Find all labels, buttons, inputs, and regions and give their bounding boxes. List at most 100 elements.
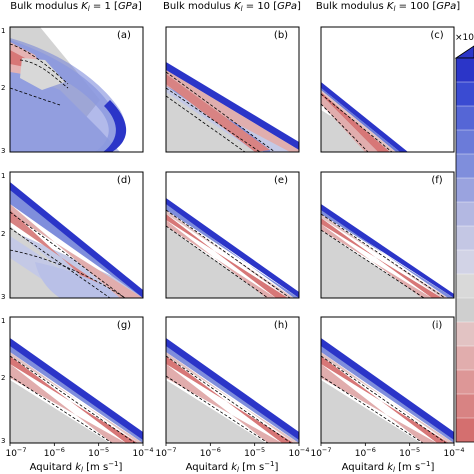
- panel-c: (c): [320, 26, 455, 153]
- colorbar-label: ×10: [455, 33, 474, 43]
- panel-c-contour-1: [321, 93, 393, 152]
- y-tick-row3-2: 2: [1, 374, 5, 382]
- y-tick-row3-1: 1: [1, 317, 5, 325]
- panel-c-region-deepblue-band: [321, 82, 408, 152]
- panel-i-contour-1: [321, 355, 447, 443]
- panel-d-label: (d): [117, 175, 131, 186]
- panel-c-frame: [320, 26, 455, 153]
- panel-d-region-deepblue-band: [10, 182, 143, 298]
- panel-h-contour-2: [166, 375, 269, 443]
- panel-a: (a): [9, 26, 144, 153]
- panel-a-frame: [9, 26, 144, 153]
- panel-e-label: (e): [274, 175, 288, 186]
- x-axis-label-3: Aquitard kl [m s−1]: [342, 460, 435, 474]
- panel-h-label: (h): [274, 320, 288, 331]
- panel-g-label: (g): [117, 320, 131, 331]
- colorbar-step: [456, 154, 474, 179]
- panel-a-label: (a): [117, 30, 131, 41]
- colorbar-step: [456, 298, 474, 323]
- x-tick-label: 10−7: [155, 446, 176, 459]
- x-tick-label: 10−4: [132, 446, 153, 459]
- panel-c-region-pink-band: [321, 90, 396, 152]
- x-tick-label: 10−4: [288, 446, 309, 459]
- panel-b-region-deepblue-band: [166, 62, 299, 150]
- x-tick-label: 10−6: [200, 446, 221, 459]
- y-axis-tick-labels: 1 2 3 1 2 3 1 2 3: [1, 27, 5, 445]
- x-tick-label: 10−4: [443, 446, 464, 459]
- colorbar-step: [456, 58, 474, 83]
- panel-h-frame: [165, 316, 300, 444]
- panel-d-contour-2: [10, 227, 111, 298]
- panel-b: (b): [165, 26, 300, 153]
- panel-e-region-deepblue-band: [166, 198, 299, 298]
- panel-e-contour-1: [166, 209, 291, 298]
- y-tick-row1-2: 2: [1, 84, 5, 92]
- x-axis-labels: Aquitard kl [m s−1] Aquitard kl [m s−1] …: [30, 460, 435, 474]
- column-title-1: Bulk modulus Kl = 1 [GPa]: [10, 1, 142, 13]
- column-title-2: Bulk modulus Kl = 10 [GPa]: [163, 1, 301, 13]
- panel-c-region-pink-lower: [321, 95, 378, 152]
- y-tick-row1-1: 1: [1, 27, 5, 35]
- panel-e-contour-2: [166, 225, 269, 298]
- panel-f-region-deepblue-band: [321, 204, 454, 298]
- panel-f: (f): [320, 171, 455, 299]
- panel-f-contour-2: [321, 229, 425, 298]
- x-tick-label: 10−5: [244, 446, 265, 459]
- colorbar-steps: [456, 58, 474, 442]
- panel-i-region-blue-band: [321, 346, 454, 443]
- panel-g-contour-2: [10, 375, 113, 443]
- colorbar-step: [456, 226, 474, 251]
- colorbar-step: [456, 106, 474, 131]
- colorbar: ×10: [454, 33, 474, 443]
- colorbar-step: [456, 82, 474, 107]
- colorbar-step: [456, 250, 474, 275]
- x-tick-label: 10−5: [88, 446, 109, 459]
- panel-c-contour-2: [321, 103, 369, 152]
- colorbar-step: [456, 274, 474, 299]
- panel-d-contour-3: [10, 249, 126, 298]
- panel-b-contour-1: [166, 71, 276, 152]
- panel-a-contour-1: [10, 43, 69, 85]
- colorbar-step: [456, 130, 474, 155]
- panel-h-region-blue-band: [166, 346, 299, 443]
- panel-a-region-grey-inner: [20, 58, 65, 90]
- panel-d: (d): [9, 171, 144, 299]
- y-tick-row1-3: 3: [1, 147, 5, 155]
- colorbar-step: [456, 178, 474, 203]
- panel-i-contour-2: [321, 375, 424, 443]
- panel-g-region-grey: [10, 380, 110, 443]
- panel-h: (h): [165, 316, 300, 444]
- panel-c-label: (c): [430, 30, 443, 41]
- panel-b-label: (b): [274, 30, 288, 41]
- x-tick-label: 10−5: [399, 446, 420, 459]
- y-tick-row2-2: 2: [1, 230, 5, 238]
- panel-g: (g): [9, 316, 144, 444]
- panel-f-label: (f): [431, 175, 442, 186]
- panel-c-region-blue-band: [321, 88, 400, 152]
- x-axis-tick-labels: 10−7 10−6 10−5 10−4 10−7 10−6 10−5 10−4 10−7 10−6…: [5, 443, 465, 459]
- panel-i: (i): [320, 316, 455, 444]
- panel-f-frame: [320, 171, 455, 299]
- colorbar-step: [456, 394, 474, 419]
- panel-i-label: (i): [432, 320, 443, 331]
- colorbar-step: [456, 418, 474, 442]
- panel-i-frame: [320, 316, 455, 444]
- colorbar-extend-arrow: [454, 45, 474, 59]
- panel-a-region-deepblue-edge: [103, 100, 127, 152]
- y-tick-row2-3: 3: [1, 293, 5, 301]
- panel-c-region-red-band: [321, 92, 390, 152]
- x-tick-label: 10−6: [44, 446, 65, 459]
- x-tick-label: 10−7: [5, 446, 26, 459]
- panel-i-region-grey: [321, 380, 421, 443]
- x-tick-label: 10−6: [355, 446, 376, 459]
- colorbar-step: [456, 202, 474, 227]
- panel-b-region-red-band: [166, 70, 299, 152]
- panel-d-region-blue-lobe: [35, 262, 120, 298]
- panel-b-contour-2: [166, 87, 261, 152]
- panel-d-frame: [9, 171, 144, 299]
- y-tick-row3-3: 3: [1, 437, 5, 445]
- panel-e-frame: [165, 171, 300, 299]
- y-tick-row2-1: 1: [1, 172, 5, 180]
- colorbar-step: [456, 346, 474, 371]
- panel-e: (e): [165, 171, 300, 299]
